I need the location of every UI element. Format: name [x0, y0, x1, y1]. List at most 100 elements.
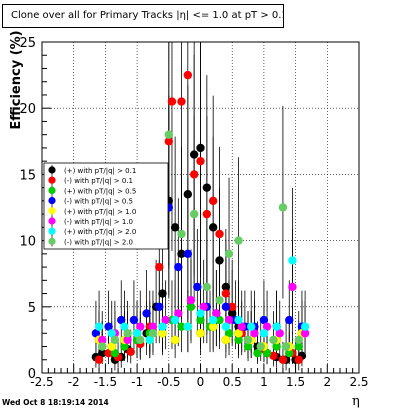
- data-point: [148, 329, 158, 338]
- x-tick-label: 2: [323, 375, 331, 389]
- data-point: [91, 329, 101, 338]
- data-point: [196, 156, 205, 166]
- data-point: [278, 355, 288, 364]
- data-point: [224, 249, 234, 259]
- data-point: [126, 347, 135, 357]
- data-point: [158, 289, 167, 298]
- data-point: [110, 348, 120, 358]
- axes: -2.5 -2 -1.5 -1 -0.5 0 0.5 1 1.5 2 2.5 0 5 10 15 20 25: [19, 36, 368, 389]
- data-point: [107, 329, 116, 338]
- chart-title: Clone over all for Primary Tracks |η| <=…: [2, 4, 284, 28]
- legend-marker: [48, 166, 56, 174]
- data-point: [294, 335, 303, 345]
- x-tick-label: -2: [68, 375, 80, 389]
- data-point: [234, 236, 243, 245]
- x-tick-label: 0: [197, 375, 205, 389]
- data-point: [221, 289, 231, 298]
- data-point: [202, 183, 212, 192]
- data-point: [183, 322, 193, 331]
- data-point: [170, 335, 180, 345]
- data-point: [174, 309, 183, 318]
- data-point: [177, 249, 186, 259]
- y-tick-label: 15: [19, 168, 36, 183]
- legend-marker: [48, 227, 56, 235]
- legend-label: (-) with pT/|q| > 2.0: [64, 238, 133, 246]
- data-point: [224, 315, 234, 325]
- legend-items: (+) with pT/|q| > 0.1 (-) with pT/|q| > 0…: [48, 165, 136, 247]
- data-point: [196, 328, 205, 338]
- data-point: [196, 309, 205, 318]
- data-point: [98, 342, 107, 351]
- data-point: [208, 315, 218, 325]
- data-point: [161, 315, 170, 325]
- data-point: [272, 342, 281, 351]
- legend-marker: [48, 237, 56, 245]
- data-point: [221, 282, 231, 292]
- data-point: [278, 203, 288, 212]
- data-point: [288, 256, 297, 265]
- data-point: [259, 329, 269, 338]
- data-point: [208, 196, 218, 206]
- data-point: [212, 309, 221, 318]
- data-point: [259, 315, 269, 325]
- data-point: [186, 302, 196, 311]
- y-tick-label: 10: [19, 235, 36, 250]
- data-point: [177, 322, 186, 331]
- legend-marker: [48, 186, 56, 194]
- data-point: [110, 335, 120, 345]
- data-point: [243, 342, 253, 351]
- data-point: [272, 322, 281, 331]
- timestamp: Wed Oct 8 18:19:14 2014: [2, 398, 109, 407]
- data-point: [120, 322, 129, 331]
- data-point: [177, 97, 186, 106]
- data-point: [196, 143, 205, 153]
- data-point: [247, 322, 256, 331]
- data-point: [189, 209, 199, 219]
- data-point: [183, 190, 193, 199]
- data-point: [167, 97, 177, 106]
- data-point: [202, 282, 212, 292]
- y-tick-label: 20: [19, 102, 36, 117]
- data-point: [155, 262, 164, 272]
- data-point: [148, 322, 158, 331]
- data-point: [221, 302, 231, 311]
- data-point: [208, 223, 218, 232]
- data-point: [262, 322, 272, 331]
- data-point: [243, 335, 253, 345]
- data-point: [275, 329, 284, 338]
- data-point: [145, 335, 154, 345]
- y-tick-label: 5: [28, 301, 36, 316]
- x-tick-label: -1: [131, 375, 143, 389]
- data-point: [98, 335, 107, 345]
- data-point: [237, 322, 246, 331]
- data-point: [94, 322, 104, 331]
- x-tick-label: 2.5: [349, 375, 368, 389]
- data-point: [300, 329, 310, 338]
- data-point: [215, 256, 224, 265]
- data-point: [288, 282, 297, 292]
- data-point: [262, 348, 272, 358]
- data-point: [136, 335, 145, 345]
- data-point: [123, 329, 132, 338]
- data-point: [136, 322, 145, 331]
- data-point: [183, 249, 193, 259]
- data-point: [281, 342, 291, 351]
- y-tick-label: 0: [28, 367, 36, 382]
- legend-label: (+) with pT/|q| > 0.1: [64, 167, 136, 175]
- data-point: [250, 329, 259, 338]
- data-point: [158, 322, 167, 331]
- data-point: [234, 335, 243, 345]
- data-point: [186, 295, 196, 305]
- legend-marker: [48, 197, 56, 205]
- legend-box: [43, 162, 169, 250]
- data-point: [120, 342, 129, 351]
- data-point: [253, 348, 262, 358]
- data-point: [196, 315, 205, 325]
- legend-marker: [48, 217, 56, 225]
- data-point: [164, 137, 173, 146]
- x-tick-label: -2.5: [30, 375, 53, 389]
- data-point: [174, 262, 183, 272]
- data-point: [215, 295, 224, 305]
- data-point: [269, 351, 278, 360]
